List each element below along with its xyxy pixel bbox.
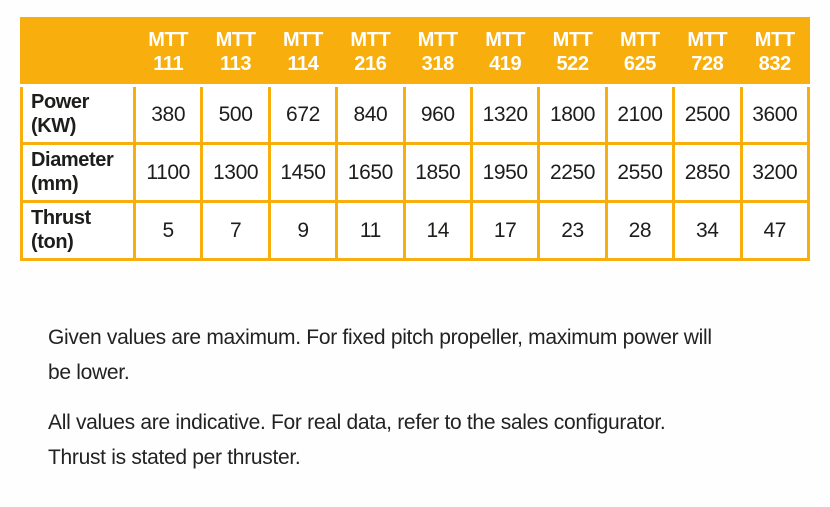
diameter-value-mtt-114: 1450 [267, 142, 339, 203]
diameter-value-mtt-832: 3200 [739, 142, 811, 203]
thrust-value-mtt-114: 9 [267, 200, 339, 261]
diameter-value-mtt-522: 2250 [537, 142, 608, 203]
column-header-mtt-832: MTT 832 [739, 17, 811, 87]
power-value-mtt-114: 672 [267, 84, 339, 145]
thrust-value-mtt-111: 5 [132, 200, 204, 261]
row-label-line2: (ton) [31, 230, 74, 253]
column-model: 113 [220, 53, 252, 75]
row-label-thrust: Thrust (ton) [20, 200, 136, 261]
thrust-value-mtt-113: 7 [200, 200, 271, 261]
column-header-mtt-216: MTT 216 [335, 17, 406, 87]
power-value-mtt-111: 380 [132, 84, 204, 145]
diameter-value-mtt-111: 1100 [132, 142, 204, 203]
row-label-line1: Thrust [31, 206, 91, 229]
column-series: MTT [754, 28, 795, 51]
table-row-power: Power (KW) 380 500 672 840 960 1320 1800… [20, 84, 811, 145]
power-value-mtt-113: 500 [200, 84, 271, 145]
column-header-mtt-522: MTT 522 [537, 17, 608, 87]
row-label-line2: (mm) [31, 172, 79, 195]
column-model: 111 [153, 53, 184, 75]
column-model: 318 [421, 53, 455, 75]
diameter-value-mtt-113: 1300 [200, 142, 271, 203]
column-header-mtt-318: MTT 318 [402, 17, 473, 87]
row-label-line2: (KW) [31, 114, 77, 137]
column-series: MTT [417, 28, 458, 51]
column-model: 114 [287, 53, 319, 75]
note-line: Thrust is stated per thruster. [48, 446, 301, 469]
thrust-value-mtt-832: 47 [739, 200, 811, 261]
diameter-value-mtt-318: 1850 [402, 142, 473, 203]
thrust-value-mtt-522: 23 [537, 200, 608, 261]
power-value-mtt-419: 1320 [469, 84, 541, 145]
note-maximum-values: Given values are maximum. For fixed pitc… [48, 320, 712, 390]
row-label-line1: Diameter [31, 148, 114, 171]
row-label-line1: Power [31, 90, 90, 113]
column-header-mtt-625: MTT 625 [604, 17, 676, 87]
diameter-value-mtt-728: 2850 [672, 142, 743, 203]
thrust-value-mtt-419: 17 [469, 200, 541, 261]
note-indicative-values: All values are indicative. For real data… [48, 405, 712, 475]
column-series: MTT [687, 28, 728, 51]
corner-cell [20, 17, 136, 87]
table-row-diameter: Diameter (mm) 1100 1300 1450 1650 1850 1… [20, 142, 811, 203]
power-value-mtt-216: 840 [335, 84, 406, 145]
power-value-mtt-318: 960 [402, 84, 473, 145]
column-series: MTT [215, 28, 256, 51]
column-header-mtt-114: MTT 114 [267, 17, 339, 87]
thrust-value-mtt-625: 28 [604, 200, 676, 261]
power-value-mtt-832: 3600 [739, 84, 811, 145]
power-value-mtt-522: 1800 [537, 84, 608, 145]
column-model: 832 [758, 53, 792, 75]
thrust-value-mtt-216: 11 [335, 200, 406, 261]
column-model: 419 [489, 53, 522, 75]
diameter-value-mtt-216: 1650 [335, 142, 406, 203]
row-label-diameter: Diameter (mm) [20, 142, 136, 203]
diameter-value-mtt-625: 2550 [604, 142, 676, 203]
thrust-value-mtt-728: 34 [672, 200, 743, 261]
column-header-mtt-728: MTT 728 [672, 17, 743, 87]
diameter-value-mtt-419: 1950 [469, 142, 541, 203]
power-value-mtt-728: 2500 [672, 84, 743, 145]
column-header-mtt-419: MTT 419 [469, 17, 541, 87]
column-series: MTT [283, 28, 323, 51]
column-series: MTT [552, 28, 593, 51]
note-line: All values are indicative. For real data… [48, 411, 666, 434]
column-series: MTT [619, 28, 660, 51]
thrust-value-mtt-318: 14 [402, 200, 473, 261]
column-model: 522 [556, 53, 589, 75]
column-series: MTT [485, 28, 526, 51]
column-model: 216 [354, 53, 387, 75]
column-header-mtt-113: MTT 113 [200, 17, 271, 87]
note-line: Given values are maximum. For fixed pitc… [48, 326, 712, 349]
power-value-mtt-625: 2100 [604, 84, 676, 145]
thruster-spec-table: MTT 111 MTT 113 MTT 114 MTT 216 MTT 31 [20, 17, 811, 261]
column-header-mtt-111: MTT 111 [132, 17, 204, 87]
footnotes: Given values are maximum. For fixed pitc… [48, 320, 712, 475]
table-header-row: MTT 111 MTT 113 MTT 114 MTT 216 MTT 31 [20, 17, 811, 87]
column-series: MTT [148, 28, 189, 51]
note-line: be lower. [48, 361, 130, 384]
column-model: 625 [623, 53, 657, 75]
column-series: MTT [350, 28, 391, 51]
table-row-thrust: Thrust (ton) 5 7 9 11 14 17 23 28 34 47 [20, 200, 811, 261]
row-label-power: Power (KW) [20, 84, 136, 145]
column-model: 728 [691, 53, 724, 75]
